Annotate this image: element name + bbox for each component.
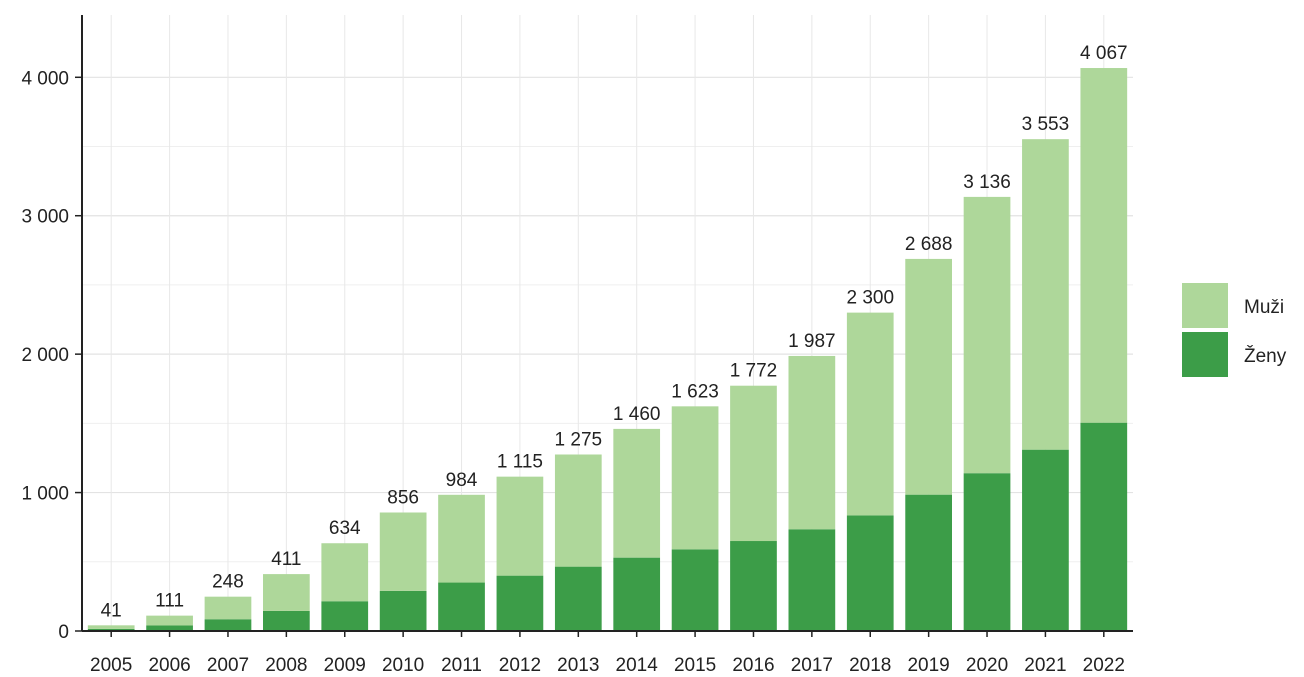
total-label: 41 — [101, 600, 122, 621]
total-label: 3 136 — [963, 172, 1011, 193]
total-label: 1 987 — [788, 331, 836, 352]
x-tick-label: 2019 — [907, 655, 949, 676]
x-ticks: 2005 2006 2007 2008 2009 2010 2011 2012 2013 2014… — [90, 631, 1125, 676]
total-label: 2 688 — [905, 234, 953, 255]
bar-mui-2018 — [846, 312, 894, 516]
bar-mui-2012 — [496, 476, 544, 576]
y-tick-label: 0 — [58, 622, 69, 643]
legend-label-zeny: Ženy — [1244, 345, 1287, 367]
x-tick-label: 2015 — [674, 655, 716, 676]
x-tick-label: 2006 — [148, 655, 190, 676]
bar-eny-2022 — [1080, 422, 1128, 631]
bar-mui-2020 — [963, 196, 1011, 474]
bar-eny-2012 — [496, 575, 544, 631]
total-label: 634 — [329, 518, 361, 539]
bar-mui-2011 — [438, 494, 485, 583]
x-tick-label: 2017 — [791, 655, 833, 676]
y-ticks: 0 1 000 2 000 3 000 4 000 — [21, 68, 82, 643]
legend-swatch-muzi — [1182, 283, 1228, 328]
total-label: 856 — [387, 488, 419, 509]
bar-mui-2010 — [379, 512, 427, 591]
x-tick-label: 2011 — [441, 655, 482, 676]
bar-mui-2008 — [263, 574, 310, 611]
total-label: 1 623 — [671, 381, 719, 402]
x-tick-label: 2014 — [616, 655, 659, 676]
y-tick-label: 2 000 — [21, 345, 69, 366]
legend-label-muzi: Muži — [1244, 297, 1284, 318]
x-tick-label: 2009 — [324, 655, 366, 676]
bar-eny-2016 — [730, 541, 777, 631]
x-tick-label: 2007 — [207, 655, 249, 676]
total-label: 1 460 — [613, 404, 661, 425]
x-tick-label: 2020 — [966, 655, 1008, 676]
total-label: 4 067 — [1080, 43, 1128, 64]
total-label: 1 275 — [555, 430, 603, 451]
data-labels: 41 111 248 411 634 856 984 1 115 1 275 1 460 1 623… — [101, 43, 1128, 621]
bar-mui-2005 — [87, 625, 135, 629]
bar-eny-2005 — [87, 628, 135, 631]
bar-mui-2015 — [671, 406, 719, 550]
bar-mui-2006 — [146, 615, 193, 626]
legend: Muži Ženy — [1182, 283, 1287, 377]
bar-mui-2019 — [905, 258, 952, 495]
x-tick-label: 2016 — [732, 655, 774, 676]
bar-mui-2013 — [554, 454, 602, 567]
bar-eny-2011 — [438, 582, 485, 631]
bar-eny-2019 — [905, 494, 952, 631]
x-tick-label: 2005 — [90, 655, 132, 676]
bar-eny-2017 — [788, 529, 836, 631]
bar-eny-2010 — [379, 590, 427, 631]
total-label: 1 772 — [730, 361, 778, 382]
bar-eny-2021 — [1022, 449, 1069, 631]
bars — [87, 68, 1128, 631]
y-tick-label: 1 000 — [21, 484, 69, 505]
y-tick-label: 3 000 — [21, 207, 69, 228]
bar-mui-2007 — [204, 596, 252, 620]
bar-eny-2015 — [671, 549, 719, 631]
bar-mui-2014 — [613, 428, 661, 558]
bar-mui-2016 — [730, 385, 777, 542]
x-tick-label: 2012 — [499, 655, 541, 676]
bar-eny-2009 — [321, 601, 369, 631]
bar-mui-2021 — [1022, 139, 1069, 450]
total-label: 1 115 — [497, 452, 543, 473]
bar-eny-2007 — [204, 619, 252, 631]
total-label: 111 — [155, 591, 184, 612]
bar-eny-2013 — [554, 566, 602, 631]
bar-mui-2017 — [788, 355, 836, 530]
x-tick-label: 2021 — [1024, 655, 1066, 676]
bar-eny-2008 — [263, 610, 310, 631]
x-tick-label: 2013 — [557, 655, 599, 676]
bar-eny-2014 — [613, 557, 661, 631]
x-tick-label: 2022 — [1083, 655, 1125, 676]
total-label: 248 — [212, 572, 244, 593]
total-label: 411 — [271, 549, 301, 570]
bar-mui-2022 — [1080, 68, 1128, 423]
y-tick-label: 4 000 — [21, 68, 69, 89]
total-label: 984 — [446, 470, 478, 491]
bar-eny-2020 — [963, 473, 1011, 631]
x-tick-label: 2018 — [849, 655, 891, 676]
legend-swatch-zeny — [1182, 332, 1228, 377]
total-label: 2 300 — [846, 288, 894, 309]
bar-mui-2009 — [321, 543, 369, 602]
total-label: 3 553 — [1022, 114, 1070, 135]
axes — [81, 15, 1133, 632]
x-tick-label: 2010 — [382, 655, 424, 676]
bar-eny-2006 — [146, 625, 193, 631]
bar-eny-2018 — [846, 515, 894, 631]
x-tick-label: 2008 — [265, 655, 307, 676]
